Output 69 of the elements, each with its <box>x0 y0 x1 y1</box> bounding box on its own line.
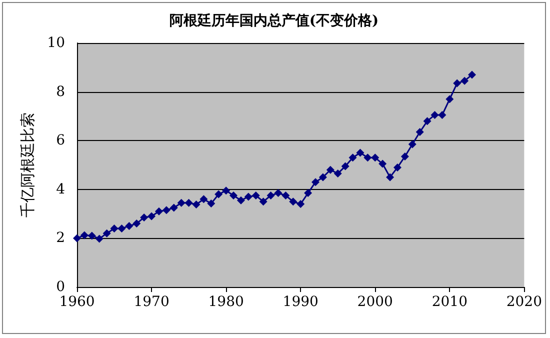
point <box>118 224 126 232</box>
point <box>341 162 350 170</box>
point <box>162 206 170 214</box>
point <box>386 173 394 182</box>
point <box>378 160 387 168</box>
point <box>148 212 156 220</box>
point <box>468 70 476 79</box>
point <box>304 189 312 198</box>
point <box>393 163 402 172</box>
point <box>334 170 342 178</box>
x-tick-label: 1980 <box>208 294 244 310</box>
x-tick-label: 2010 <box>432 294 468 310</box>
point <box>430 110 439 119</box>
point <box>446 95 454 104</box>
point <box>200 195 208 204</box>
point <box>364 154 372 162</box>
point <box>400 152 409 160</box>
point <box>236 196 245 204</box>
point <box>312 178 320 186</box>
point <box>289 198 298 206</box>
point <box>282 192 290 200</box>
point <box>184 198 193 207</box>
point <box>88 232 96 240</box>
point <box>73 234 81 242</box>
point <box>80 231 88 240</box>
point <box>214 190 223 198</box>
point <box>453 79 462 88</box>
x-tick-label: 2020 <box>506 294 542 310</box>
point <box>125 222 134 230</box>
point <box>207 200 216 208</box>
chart-title: 阿根廷历年国内总产值(不变价格) <box>169 12 379 29</box>
point <box>170 204 178 212</box>
point <box>326 166 334 174</box>
point <box>438 110 446 119</box>
y-axis-title: 千亿阿根廷比索 <box>18 112 36 218</box>
point <box>102 229 111 238</box>
y-tick-label: 6 <box>56 132 66 149</box>
y-tick-label: 8 <box>56 84 65 100</box>
point <box>259 198 268 206</box>
point <box>318 173 327 182</box>
point <box>95 234 104 243</box>
y-tick-label: 4 <box>56 181 66 198</box>
point <box>110 224 118 232</box>
point <box>274 189 282 198</box>
x-tick-label: 1970 <box>134 294 170 310</box>
x-tick-label: 1990 <box>282 294 318 310</box>
y-tick-label: 2 <box>56 230 65 246</box>
point <box>348 154 357 162</box>
point <box>408 140 416 148</box>
point <box>460 76 469 85</box>
x-tick-label: 1960 <box>59 294 95 310</box>
point <box>177 198 186 207</box>
point <box>140 213 148 222</box>
point <box>230 192 238 200</box>
point <box>423 117 432 126</box>
point <box>252 192 260 200</box>
x-tick-label: 2000 <box>357 294 393 310</box>
point <box>132 220 141 228</box>
point <box>416 128 424 136</box>
point <box>192 200 200 209</box>
y-tick-label: 0 <box>56 279 65 295</box>
point <box>296 200 305 208</box>
point <box>356 148 364 157</box>
point <box>244 192 252 201</box>
point <box>371 154 380 162</box>
point <box>266 192 275 200</box>
point <box>222 186 230 195</box>
point <box>154 207 163 216</box>
y-tick-label: 10 <box>47 35 65 51</box>
